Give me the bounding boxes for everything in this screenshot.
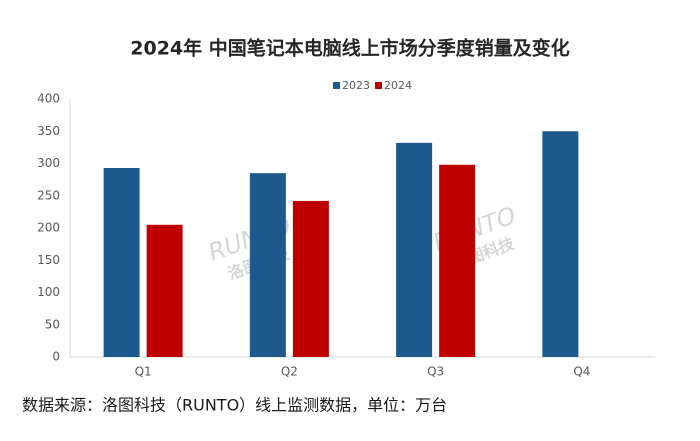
- x-tick-label: Q4: [573, 365, 590, 379]
- legend-label: 2023: [342, 79, 370, 92]
- bar: [439, 164, 476, 357]
- bar: [542, 131, 579, 357]
- x-tick-label: Q3: [427, 365, 444, 379]
- y-tick-label: 400: [37, 92, 60, 106]
- source-note: 数据来源：洛图科技（RUNTO）线上监测数据，单位：万台: [22, 396, 447, 415]
- y-tick-label: 200: [37, 221, 60, 235]
- y-tick-label: 250: [37, 188, 60, 202]
- chart-title: 2024年 中国笔记本电脑线上市场分季度销量及变化: [130, 37, 570, 60]
- bar: [146, 224, 183, 357]
- legend-swatch: [375, 82, 382, 89]
- y-tick-label: 150: [37, 253, 60, 267]
- y-tick-label: 0: [52, 350, 60, 364]
- y-tick-label: 350: [37, 124, 60, 138]
- y-tick-label: 100: [37, 285, 60, 299]
- legend-swatch: [333, 82, 340, 89]
- y-tick-label: 300: [37, 156, 60, 170]
- legend-label: 2024: [384, 79, 412, 92]
- bar: [249, 173, 286, 357]
- bar: [396, 142, 433, 357]
- bar: [292, 200, 329, 357]
- x-tick-label: Q2: [281, 365, 298, 379]
- y-tick-label: 50: [45, 317, 60, 331]
- x-tick-label: Q1: [135, 365, 152, 379]
- bar: [103, 168, 140, 357]
